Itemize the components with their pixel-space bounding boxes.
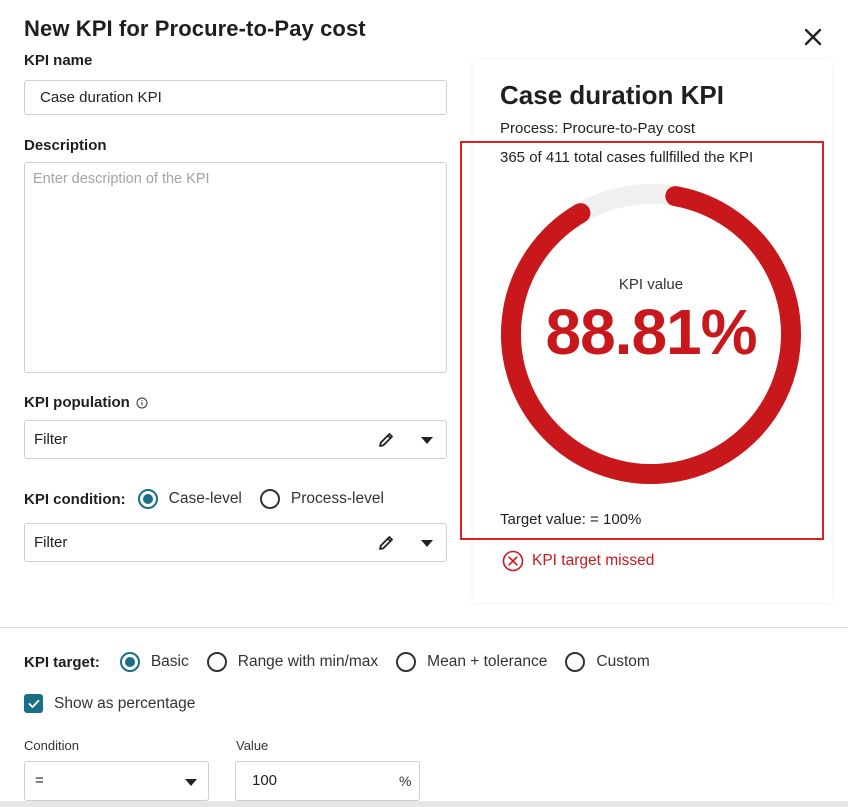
target-value-input[interactable]: 100 % <box>235 761 420 801</box>
radio-range-label: Range with min/max <box>237 653 379 670</box>
kpi-value-label: KPI value <box>618 276 684 293</box>
kpi-preview-card <box>473 60 832 602</box>
kpi-population-label: KPI population <box>24 394 148 411</box>
radio-custom[interactable] <box>565 652 586 672</box>
kpi-name-input[interactable]: Case duration KPI <box>24 80 447 115</box>
condition-filter-text: Filter <box>34 534 68 551</box>
description-label: Description <box>24 137 107 154</box>
pencil-icon[interactable] <box>377 431 395 449</box>
error-circle-icon <box>502 550 524 572</box>
kpi-status-text: KPI target missed <box>532 552 655 569</box>
population-filter-select[interactable]: Filter <box>24 420 447 459</box>
target-value-text: 100 <box>252 772 278 789</box>
kpi-target-label: KPI target: <box>24 653 100 671</box>
radio-mean-tolerance-label: Mean + tolerance <box>427 653 548 670</box>
condition-filter-select[interactable]: Filter <box>24 523 447 562</box>
kpi-condition-label: KPI condition: <box>24 490 126 508</box>
preview-title: Case duration KPI <box>500 80 724 110</box>
radio-basic-label: Basic <box>150 653 189 670</box>
radio-process-level[interactable] <box>259 489 280 509</box>
condition-label: Condition <box>24 738 79 753</box>
pencil-icon[interactable] <box>377 534 395 552</box>
caret-down-icon[interactable] <box>421 540 433 547</box>
section-divider <box>0 627 848 628</box>
kpi-target-row: KPI target: Basic Range with min/max Mea… <box>24 650 650 674</box>
radio-range[interactable] <box>206 652 227 672</box>
kpi-name-label: KPI name <box>24 52 93 68</box>
preview-process: Process: Procure-to-Pay cost <box>500 120 696 137</box>
gauge-progress-arc <box>500 186 801 484</box>
kpi-status: KPI target missed <box>502 550 654 572</box>
population-filter-text: Filter <box>34 431 68 448</box>
show-percentage-label: Show as percentage <box>54 694 196 712</box>
show-percentage-row: Show as percentage <box>24 694 195 713</box>
value-label: Value <box>236 738 269 753</box>
radio-custom-label: Custom <box>596 653 650 670</box>
kpi-condition-row: KPI condition: Case-level Process-level <box>24 487 384 511</box>
caret-down-icon[interactable] <box>185 779 197 786</box>
radio-basic[interactable] <box>119 652 140 672</box>
condition-operator-value: = <box>35 772 44 789</box>
preview-target-value: Target value: = 100% <box>500 511 642 528</box>
radio-mean-tolerance[interactable] <box>396 652 417 672</box>
radio-case-level[interactable] <box>137 489 158 509</box>
show-percentage-checkbox[interactable] <box>24 694 43 713</box>
kpi-population-label-text: KPI population <box>24 394 130 411</box>
kpi-value: 88.81% <box>545 296 757 368</box>
caret-down-icon[interactable] <box>421 437 433 444</box>
percent-unit: % <box>399 773 412 789</box>
close-icon[interactable] <box>800 24 826 50</box>
preview-cases-text: 365 of 411 total cases fullfilled the KP… <box>500 149 754 166</box>
description-textarea[interactable]: Enter description of the KPI <box>24 162 447 373</box>
radio-case-level-label: Case-level <box>168 490 242 507</box>
dialog-title: New KPI for Procure-to-Pay cost <box>24 16 366 41</box>
check-icon <box>28 699 39 708</box>
radio-process-level-label: Process-level <box>290 490 384 507</box>
info-icon[interactable] <box>136 397 148 409</box>
condition-operator-select[interactable]: = <box>24 761 209 801</box>
bottom-scroll-edge <box>0 801 848 807</box>
kpi-gauge <box>500 184 801 484</box>
highlight-box <box>460 141 824 540</box>
